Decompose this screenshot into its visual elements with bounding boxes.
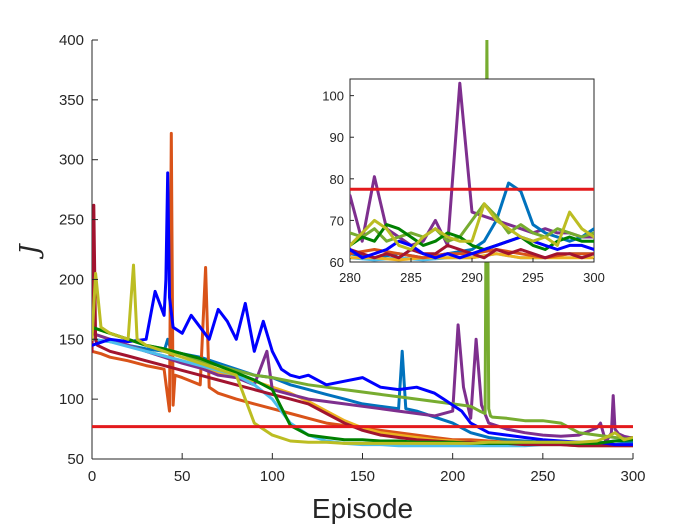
main-y-tick-label: 100 <box>59 391 84 408</box>
main-series-line-8 <box>92 171 633 447</box>
main-x-tick-label: 100 <box>260 468 285 485</box>
main-y-tick-label: 250 <box>59 212 84 229</box>
main-y-tick-label: 150 <box>59 331 84 348</box>
inset-y-tick-label: 80 <box>330 172 344 187</box>
main-x-tick-label: 150 <box>350 468 375 485</box>
inset-x-tick-label: 300 <box>583 270 605 285</box>
main-y-tick-label: 200 <box>59 271 84 288</box>
main-y-tick-label: 350 <box>59 92 84 109</box>
main-plot-area <box>92 40 633 448</box>
inset-x-tick-label: 295 <box>522 270 544 285</box>
x-axis-title: Episode <box>312 493 413 524</box>
inset-plot-area <box>350 81 594 262</box>
inset-series-line-4 <box>350 202 594 243</box>
inset-x-tick-label: 290 <box>461 270 483 285</box>
main-series-line-5 <box>92 40 633 442</box>
main-series-line-7 <box>92 203 633 448</box>
main-plot: 0 50 100 150 200 250 3005010015020025030035040… <box>59 32 646 485</box>
main-x-tick-label: 200 <box>440 468 465 485</box>
inset-plot: 280 285 290 295 300 60 70 80 90 100 <box>322 78 605 285</box>
inset-y-tick-label: 100 <box>322 89 344 104</box>
main-y-tick-label: 50 <box>67 451 84 468</box>
inset-series-line-9 <box>350 235 594 260</box>
main-y-tick-label: 300 <box>59 152 84 169</box>
main-x-tick-label: 0 <box>88 468 96 485</box>
main-series-line-10 <box>92 263 633 445</box>
main-x-tick-label: 250 <box>530 468 555 485</box>
inset-x-tick-label: 285 <box>400 270 422 285</box>
y-axis-title: J <box>15 243 45 260</box>
inset-x-tick-label: 280 <box>339 270 361 285</box>
main-x-tick-label: 300 <box>620 468 645 485</box>
inset-y-tick-label: 90 <box>330 130 344 145</box>
inset-series-line-10 <box>350 202 594 251</box>
inset-y-tick-label: 60 <box>330 255 344 270</box>
inset-y-tick-label: 70 <box>330 213 344 228</box>
main-y-tick-label: 400 <box>59 32 84 49</box>
inset-frame <box>349 78 595 263</box>
main-x-tick-label: 50 <box>174 468 191 485</box>
